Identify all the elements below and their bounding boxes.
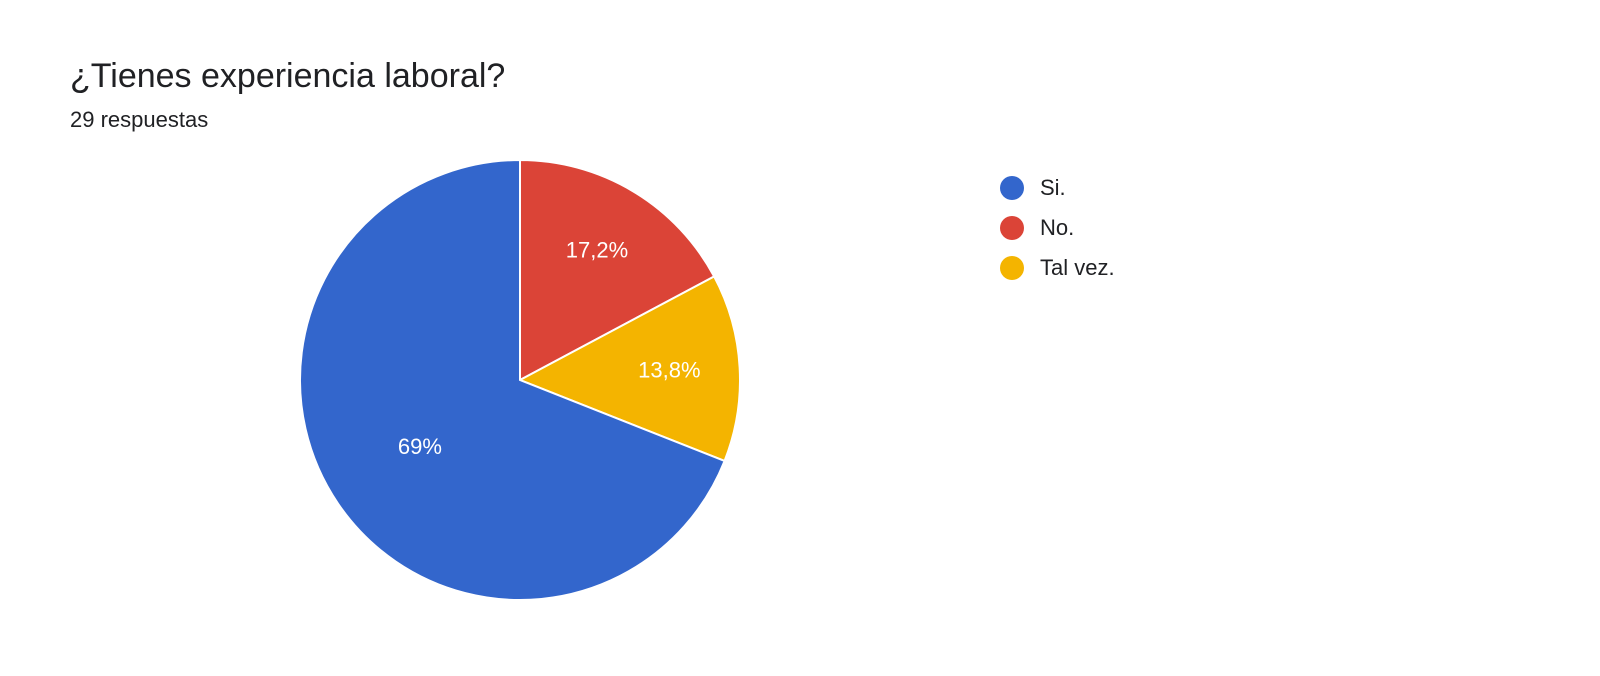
pie-slice-label-no: 17,2% [566, 238, 628, 263]
legend-swatch-si [1000, 176, 1024, 200]
legend-label-si: Si. [1040, 175, 1066, 201]
legend-item-no[interactable]: No. [1000, 215, 1115, 241]
legend-label-no: No. [1040, 215, 1074, 241]
pie-chart: 17,2% 13,8% 69% [300, 160, 740, 600]
pie-slice-label-si: 69% [398, 434, 442, 459]
legend-swatch-no [1000, 216, 1024, 240]
pie-svg: 17,2% 13,8% 69% [300, 160, 740, 600]
legend-item-si[interactable]: Si. [1000, 175, 1115, 201]
chart-subtitle: 29 respuestas [70, 107, 1530, 133]
legend: Si. No. Tal vez. [1000, 175, 1115, 295]
chart-title: ¿Tienes experiencia laboral? [70, 56, 1530, 97]
chart-container: ¿Tienes experiencia laboral? 29 respuest… [0, 0, 1600, 676]
legend-swatch-talvez [1000, 256, 1024, 280]
legend-label-talvez: Tal vez. [1040, 255, 1115, 281]
pie-slice-label-talvez: 13,8% [638, 357, 700, 382]
legend-item-talvez[interactable]: Tal vez. [1000, 255, 1115, 281]
